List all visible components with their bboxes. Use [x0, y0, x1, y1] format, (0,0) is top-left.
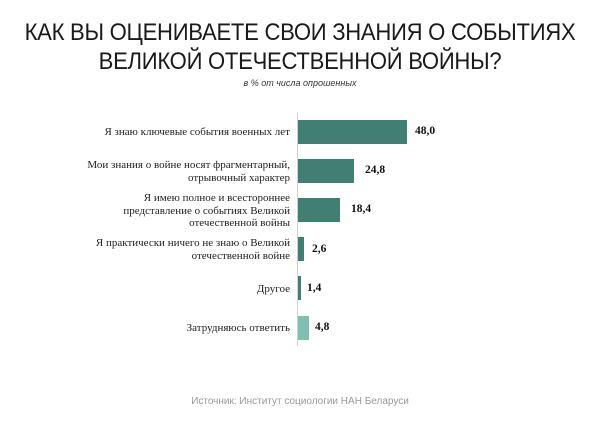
category-axis-line	[297, 113, 298, 346]
source-note: Источник: Институт социологии НАН Белару…	[191, 396, 409, 407]
title-line-2: ВЕЛИКОЙ ОТЕЧЕСТВЕННОЙ ВОЙНЫ?	[98, 48, 502, 75]
bar-value: 4,8	[315, 321, 330, 333]
bar-value: 2,6	[312, 243, 327, 255]
bar	[298, 237, 304, 261]
bar-label: Я знаю ключевые события военных лет	[104, 126, 290, 138]
bar-label: Я практически ничего не знаю о Великой о…	[95, 237, 290, 262]
bar-value: 24,8	[365, 164, 386, 176]
chart-subtitle: в % от числа опрошенных	[243, 78, 357, 88]
bar	[298, 316, 309, 340]
bar-value: 1,4	[307, 282, 322, 294]
title-line-1: КАК ВЫ ОЦЕНИВАЕТЕ СВОИ ЗНАНИЯ О СОБЫТИЯХ	[24, 19, 576, 46]
bar-value: 48,0	[415, 125, 436, 137]
bar-label: Затрудняюсь ответить	[186, 322, 290, 334]
bar	[298, 276, 301, 300]
bar-label: Мои знания о войне носят фрагментарный, …	[87, 159, 290, 184]
bar	[298, 198, 340, 222]
bar-value: 18,4	[351, 203, 372, 215]
chart-title: КАК ВЫ ОЦЕНИВАЕТЕ СВОИ ЗНАНИЯ О СОБЫТИЯХ…	[24, 18, 576, 76]
bar-label: Я имею полное и всестороннее представлен…	[123, 192, 290, 229]
bar	[298, 159, 354, 183]
bar	[298, 120, 407, 144]
bar-label: Другое	[256, 283, 290, 295]
